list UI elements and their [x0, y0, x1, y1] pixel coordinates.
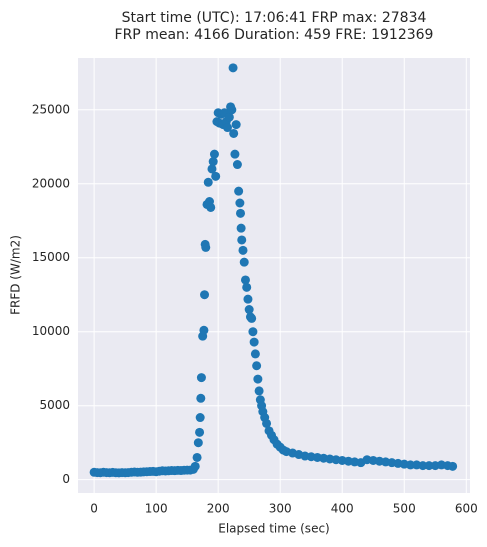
y-tick-label: 20000: [32, 176, 70, 190]
point: [196, 393, 206, 403]
y-tick-label: 0: [62, 472, 70, 486]
point: [252, 361, 262, 371]
x-axis-label: Elapsed time (sec): [218, 522, 329, 536]
x-tick-label: 100: [145, 502, 168, 516]
point: [230, 149, 240, 159]
point: [240, 275, 250, 285]
y-tick-label: 25000: [32, 102, 70, 116]
x-tick-label: 400: [331, 502, 354, 516]
point: [243, 294, 253, 304]
point: [211, 171, 221, 181]
point: [244, 305, 254, 315]
point: [424, 461, 434, 471]
point: [222, 123, 232, 133]
point: [206, 202, 216, 212]
x-tick-label: 600: [455, 502, 478, 516]
point: [209, 149, 219, 159]
y-tick-label: 5000: [39, 398, 70, 412]
point: [190, 461, 200, 471]
point: [232, 160, 242, 170]
point: [242, 282, 252, 292]
y-tick-label: 10000: [32, 324, 70, 338]
point: [193, 438, 203, 448]
point: [224, 112, 234, 122]
point: [235, 198, 245, 208]
point: [200, 290, 210, 300]
point: [249, 337, 259, 347]
point: [236, 223, 246, 233]
point: [195, 413, 205, 423]
point: [201, 242, 211, 252]
point: [254, 386, 264, 396]
point: [227, 105, 237, 115]
point: [239, 257, 249, 267]
x-tick-label: 0: [90, 502, 98, 516]
x-tick-label: 500: [393, 502, 416, 516]
point: [253, 374, 263, 384]
y-tick-label: 15000: [32, 250, 70, 264]
point: [208, 157, 218, 167]
chart-title: FRP mean: 4166 Duration: 459 FRE: 191236…: [115, 27, 434, 43]
point: [234, 186, 244, 196]
point: [196, 373, 206, 383]
point: [248, 327, 258, 337]
x-tick-label: 300: [269, 502, 292, 516]
plot-area: [78, 58, 470, 493]
point: [418, 461, 428, 471]
point: [236, 208, 246, 218]
point: [262, 418, 272, 428]
point: [238, 245, 248, 255]
y-axis-label: FRFD (W/m2): [9, 235, 23, 315]
point: [195, 427, 205, 437]
point: [207, 164, 217, 174]
point: [229, 128, 239, 138]
point: [192, 452, 202, 462]
x-tick-label: 200: [207, 502, 230, 516]
point: [405, 460, 415, 470]
point: [448, 461, 458, 471]
point: [228, 63, 238, 73]
point: [231, 120, 241, 130]
point: [247, 313, 257, 323]
point: [203, 177, 213, 187]
point: [199, 325, 209, 335]
chart-title: Start time (UTC): 17:06:41 FRP max: 2783…: [122, 10, 427, 26]
point: [250, 349, 260, 359]
point: [237, 235, 247, 245]
